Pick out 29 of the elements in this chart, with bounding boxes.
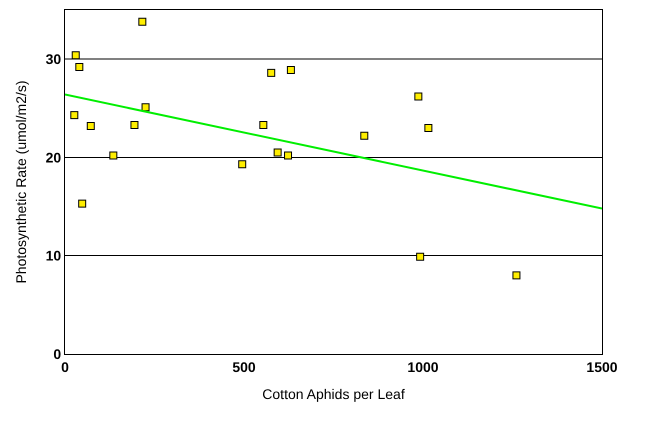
point	[284, 151, 292, 160]
point	[109, 151, 118, 160]
point	[70, 111, 78, 120]
y-tick-label: 30	[46, 51, 62, 68]
x-tick-label: 1000	[407, 358, 439, 375]
point	[72, 51, 80, 60]
point	[142, 103, 150, 112]
point	[130, 120, 138, 129]
point	[414, 92, 422, 100]
point	[360, 132, 368, 140]
point	[259, 120, 268, 129]
point	[267, 68, 276, 77]
x-axis-title: Cotton Aphids per Leaf	[262, 386, 405, 402]
point	[416, 252, 424, 261]
point	[78, 200, 86, 208]
point	[75, 63, 84, 72]
y-axis-title: Photosynthetic Rate (umol/m2/s)	[13, 80, 30, 284]
point	[286, 66, 295, 74]
point	[138, 18, 146, 26]
point	[424, 124, 432, 132]
y-tick-label: 10	[46, 248, 62, 264]
x-tick-label: 1500	[586, 358, 618, 375]
point	[238, 160, 246, 168]
y-tick-label: 20	[46, 149, 62, 166]
y-tick-label: 0	[53, 346, 62, 362]
point	[512, 271, 520, 280]
point	[86, 122, 95, 130]
point	[274, 148, 282, 157]
x-tick-label: 500	[232, 358, 256, 375]
